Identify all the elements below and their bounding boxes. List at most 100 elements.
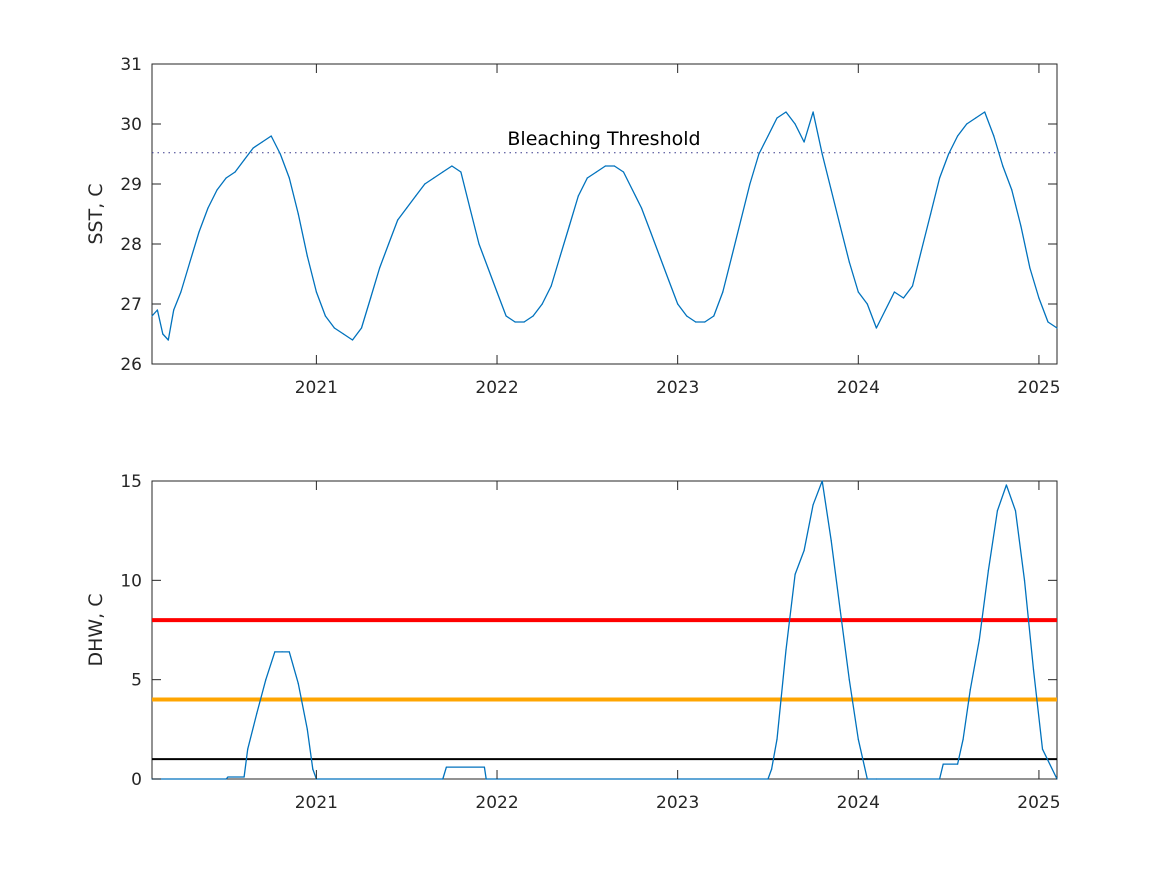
data-point [1020, 225, 1022, 227]
x-tick-label: 2025 [1017, 378, 1060, 398]
y-tick-label: 27 [120, 295, 142, 315]
sst-ticks: 2021 2022 2023 2024 2025 26 27 28 29 30 31 [120, 55, 1060, 398]
data-point [893, 291, 896, 293]
data-point [939, 778, 941, 780]
data-point [821, 153, 823, 155]
sst-y-axis-label: SST, C [85, 183, 107, 244]
data-point [875, 778, 878, 780]
data-point [483, 766, 485, 768]
data-point [776, 738, 778, 740]
data-point [360, 327, 363, 329]
data-point [595, 171, 598, 173]
data-point [939, 177, 941, 179]
data-point [686, 315, 688, 317]
data-point [848, 261, 850, 263]
data-point [167, 339, 169, 341]
data-point [243, 776, 245, 778]
data-point [225, 778, 227, 780]
data-point [216, 189, 218, 191]
data-point [568, 225, 570, 227]
data-point [162, 333, 164, 335]
data-point [987, 569, 990, 572]
data-point [857, 291, 859, 293]
data-point [281, 651, 283, 653]
data-point [722, 291, 724, 293]
dhw-chart: 2021 2022 2023 2024 2025 0 5 10 15 DHW, C [85, 472, 1061, 813]
data-point [460, 171, 462, 173]
data-point [370, 297, 372, 299]
sst-chart: 2021 2022 2023 2024 2025 26 27 28 29 30 31 Bleachi… [85, 55, 1061, 398]
data-point [749, 183, 751, 185]
y-tick-label: 26 [120, 355, 142, 375]
data-point [803, 141, 805, 143]
data-point [1047, 321, 1049, 323]
x-tick-label: 2024 [837, 793, 880, 813]
data-point [505, 315, 507, 317]
y-tick-label: 29 [120, 175, 142, 195]
data-point [875, 327, 878, 329]
data-point [451, 165, 453, 167]
data-point [957, 135, 959, 137]
data-point [866, 778, 868, 780]
data-point [920, 249, 923, 251]
data-point [1041, 748, 1044, 750]
data-point [442, 171, 444, 173]
data-point [173, 309, 175, 311]
y-tick-label: 15 [120, 472, 142, 492]
data-point [839, 609, 841, 611]
series-line [152, 480, 1058, 780]
data-point [695, 321, 697, 323]
data-point [978, 639, 980, 641]
data-point [333, 327, 335, 329]
data-point [1014, 510, 1017, 512]
data-point [984, 111, 986, 113]
data-point [604, 165, 607, 167]
data-point [866, 303, 868, 305]
data-point [1032, 669, 1035, 671]
dhw-ticks: 2021 2022 2023 2024 2025 0 5 10 15 [120, 472, 1060, 813]
data-point [830, 540, 832, 542]
data-point [650, 231, 652, 233]
y-tick-label: 31 [120, 55, 142, 75]
data-point [342, 333, 345, 335]
data-point [559, 255, 561, 257]
data-point [812, 111, 814, 113]
data-point [942, 763, 944, 765]
data-point [969, 689, 971, 691]
data-point [225, 177, 227, 179]
data-point [156, 309, 158, 311]
data-point [379, 267, 381, 269]
data-point [1002, 165, 1004, 167]
data-point [351, 339, 354, 341]
data-point [622, 171, 625, 173]
data-point [514, 321, 516, 323]
dhw-axes-box [151, 480, 1058, 780]
data-point [496, 291, 498, 293]
data-point [550, 285, 552, 287]
data-point [180, 291, 182, 293]
data-point [677, 303, 679, 305]
data-point [911, 285, 914, 287]
data-point [523, 321, 525, 323]
data-point [803, 549, 805, 552]
data-point [424, 183, 426, 185]
data-point [930, 213, 932, 215]
data-point [1005, 484, 1008, 486]
data-point [884, 309, 887, 311]
data-point [487, 267, 489, 269]
data-point [704, 321, 706, 323]
data-point [1011, 189, 1013, 191]
data-point [445, 766, 447, 768]
data-point [785, 649, 787, 651]
data-point [406, 207, 408, 209]
data-point [265, 679, 267, 681]
data-point [198, 231, 200, 233]
data-point [270, 135, 272, 137]
data-point [767, 135, 769, 137]
data-point [485, 778, 487, 780]
data-point [1038, 297, 1040, 299]
data-point [288, 177, 290, 179]
x-tick-label: 2023 [656, 378, 699, 398]
sst-axes-box [151, 63, 1058, 365]
